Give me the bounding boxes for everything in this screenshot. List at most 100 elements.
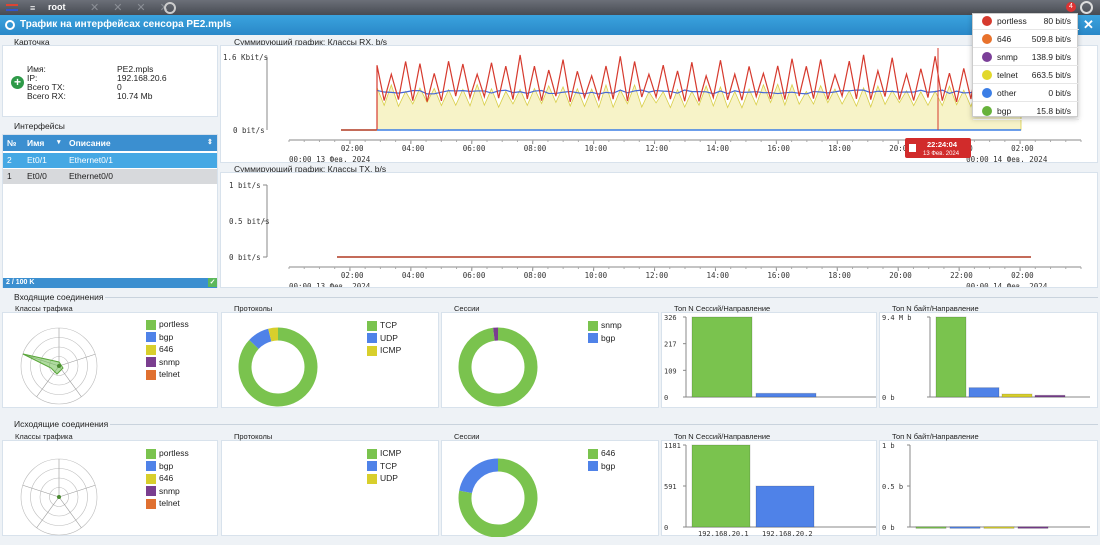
legend-item: snmp	[588, 319, 622, 332]
telnet-area	[376, 83, 1022, 131]
legend-label: bgp	[159, 331, 174, 342]
sort-icon[interactable]: ⇕	[207, 139, 213, 146]
card-field-label: IP:	[27, 73, 38, 83]
legend-label: ICMP	[380, 345, 402, 355]
legend-swatch	[588, 333, 598, 344]
list-icon[interactable]: ≡	[30, 3, 36, 13]
y-tick-label: 0	[664, 394, 668, 402]
close-icon[interactable]: ✕	[1083, 17, 1094, 32]
card-field-value: PE2.mpls	[117, 64, 154, 74]
legend-swatch	[367, 333, 377, 344]
user-name[interactable]: root	[48, 2, 66, 12]
donut-slice	[458, 327, 538, 407]
y-tick-label: 1 bit/s	[229, 181, 261, 190]
legend-item: ICMP	[367, 344, 401, 357]
col-name[interactable]: Имя	[27, 138, 45, 148]
rx-chart-panel[interactable]: 1.6 Kbit/s 0 bit/s 02:00 04:00 06:00 08:00 10:…	[220, 45, 1098, 163]
bar	[1001, 393, 1033, 398]
tooltip-row: snmp 138.9 bit/s	[973, 48, 1079, 66]
legend-swatch	[146, 332, 156, 343]
series-color-dot	[982, 34, 992, 44]
legend-swatch	[146, 319, 156, 330]
widget-svg	[238, 327, 318, 407]
x-tick-label: 06:00	[463, 271, 486, 280]
series-value: 138.9 bit/s	[1031, 52, 1071, 62]
legend-swatch	[367, 473, 377, 484]
x-tick-label: 08:00	[524, 271, 547, 280]
legend-label: bgp	[601, 460, 616, 471]
row-number: 1	[7, 171, 12, 181]
menu-icon[interactable]	[6, 4, 18, 11]
legend-label: 646	[159, 473, 174, 483]
bar	[935, 316, 967, 398]
tx-chart-panel[interactable]: 1 bit/s 0.5 bit/s 0 bit/s 02:00 04:00 06:00 08…	[220, 172, 1098, 288]
bgp-series-line	[376, 89, 1022, 95]
sort-icon[interactable]: ▾	[57, 139, 61, 146]
legend-item: TCP	[367, 319, 397, 332]
protocols-panel: Протоколы TCP UDP ICMP	[221, 304, 439, 408]
legend-label: ICMP	[380, 448, 402, 458]
classes-panel: Классы трафика portless bgp 646 snmp telnet	[2, 432, 218, 536]
series-color-dot	[982, 88, 992, 98]
dashboard-icon[interactable]	[164, 2, 176, 14]
row-name: Et0/1	[27, 155, 47, 165]
x-tick-label: 02:00	[341, 144, 364, 153]
radar-spoke	[58, 353, 96, 367]
y-tick-label: 591	[664, 483, 677, 491]
legend-item: bgp	[588, 460, 615, 473]
tooltip-row: bgp 15.8 bit/s	[973, 102, 1079, 120]
table-row[interactable]: 1 Et0/0 Ethernet0/0	[3, 169, 217, 184]
widget-svg	[458, 327, 538, 407]
donut-slice	[249, 328, 272, 350]
col-description[interactable]: Описание	[69, 138, 111, 148]
radar-point	[57, 364, 61, 368]
x-tick-label: 192.168.20.1	[698, 530, 749, 537]
x-tick-label: 04:00	[402, 271, 425, 280]
radar-spoke	[36, 496, 60, 528]
outgoing-section-title: Исходящие соединения	[14, 419, 109, 429]
legend-label: portless	[159, 448, 189, 458]
check-icon[interactable]: ✓	[208, 278, 217, 287]
classes-panel: Классы трафика portless bgp 646 snmp telnet	[2, 304, 218, 408]
legend-swatch	[146, 448, 156, 459]
legend-swatch	[146, 486, 156, 497]
series-name: portless	[997, 16, 1027, 26]
legend-label: telnet	[159, 369, 180, 379]
series-value: 663.5 bit/s	[1031, 70, 1071, 80]
legend-item: bgp	[146, 331, 173, 344]
x-tick-label: 10:00	[585, 144, 608, 153]
y-tick-label: 1.6 Kbit/s	[223, 53, 268, 62]
y-tick-label: 217	[664, 341, 677, 349]
series-name: 646	[997, 34, 1012, 44]
donut-slice	[459, 458, 499, 494]
date-start-label: 00:00 13 Фев. 2024	[289, 282, 371, 287]
bar	[755, 485, 815, 528]
card-field-label: Всего RX:	[27, 91, 66, 101]
x-tick-label: 10:00	[585, 271, 608, 280]
x-tick-label: 02:00	[1011, 271, 1034, 280]
legend-label: portless	[159, 319, 189, 329]
settings-icon[interactable]	[1080, 1, 1093, 14]
legend-swatch	[588, 448, 598, 459]
legend-label: telnet	[159, 498, 180, 508]
y-tick-label: 326	[664, 314, 677, 322]
add-icon[interactable]: +	[11, 76, 24, 89]
widget-title: Классы трафика	[15, 304, 73, 313]
y-tick-label: 0 b	[882, 524, 895, 532]
x-tick-label: 06:00	[463, 144, 486, 153]
col-number[interactable]: №	[7, 138, 17, 148]
table-footer: 2 / 100 K ✓	[3, 278, 217, 288]
notification-badge[interactable]: 4	[1066, 2, 1076, 12]
bar	[949, 526, 981, 529]
widget-title: Сессии	[454, 304, 480, 313]
widget-title: Топ N Сессий/Направление	[674, 432, 771, 441]
widget-svg: 1181 591 0 192.168.20.1 192.168.20.2	[664, 442, 876, 537]
incoming-section-title: Входящие соединения	[14, 292, 104, 302]
cursor-date: 13 Фев. 2024	[923, 151, 960, 157]
y-tick-label: 0	[664, 524, 668, 532]
tx-chart[interactable]: 1 bit/s 0.5 bit/s 0 bit/s 02:00 04:00 06:00 08…	[221, 173, 1097, 287]
rx-chart[interactable]: 1.6 Kbit/s 0 bit/s 02:00 04:00 06:00 08:00 10:…	[221, 46, 1097, 162]
legend-label: bgp	[601, 332, 616, 343]
tx-chart-title: Суммирующий график: Классы TX, b/s	[234, 164, 387, 174]
table-row[interactable]: 2 Et0/1 Ethernet0/1	[3, 153, 217, 168]
